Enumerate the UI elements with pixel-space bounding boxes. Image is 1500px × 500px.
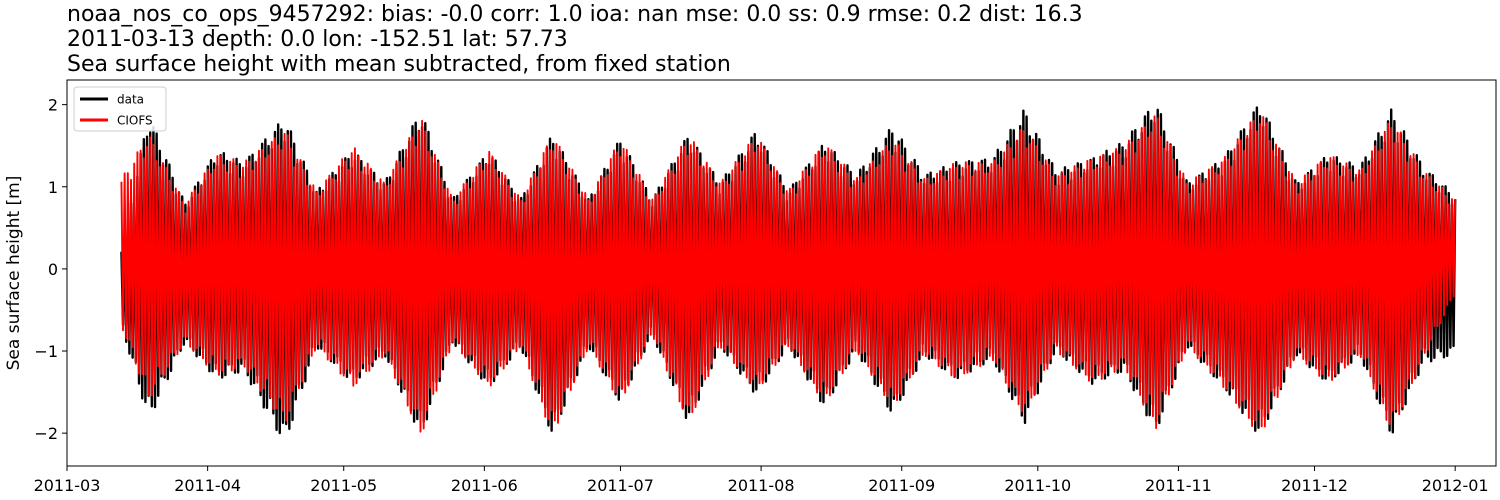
title-line-3: Sea surface height with mean subtracted,…	[67, 52, 731, 77]
x-tick-label: 2011-11	[1145, 476, 1212, 495]
y-tick-label: −2	[34, 424, 58, 443]
y-axis-label: Sea surface height [m]	[4, 176, 24, 371]
title-line-2: 2011-03-13 depth: 0.0 lon: -152.51 lat: …	[67, 27, 568, 52]
x-tick-label: 2011-04	[174, 476, 241, 495]
series-layer	[120, 106, 1457, 435]
title-line-1: noaa_nos_co_ops_9457292: bias: -0.0 corr…	[67, 2, 1083, 27]
axes-frame	[66, 79, 1497, 467]
x-tick-label: 2011-06	[451, 476, 518, 495]
x-tick-label: 2011-12	[1281, 476, 1348, 495]
x-tick-label: 2011-09	[868, 476, 935, 495]
chart-title: noaa_nos_co_ops_9457292: bias: -0.0 corr…	[67, 2, 1083, 77]
y-tick-label: 0	[48, 260, 58, 279]
x-tick-label: 2011-03	[34, 476, 101, 495]
legend-label-ciofs: CIOFS	[117, 114, 153, 128]
x-tick-label: 2011-05	[310, 476, 377, 495]
x-tick-label: 2011-07	[587, 476, 654, 495]
series-line-ciofs	[120, 115, 1457, 433]
legend-label-data: data	[117, 93, 144, 107]
x-tick-label: 2011-08	[728, 476, 795, 495]
x-tick-label: 2012-01	[1422, 476, 1489, 495]
legend: data CIOFS	[73, 86, 167, 132]
y-tick-label: −1	[34, 342, 58, 361]
x-axis: 2011-03 2011-04 2011-05 2011-06 2011-07 2011-…	[34, 466, 1489, 495]
y-tick-label: 2	[48, 96, 58, 115]
y-tick-label: 1	[48, 178, 58, 197]
x-tick-label: 2011-10	[1004, 476, 1071, 495]
y-axis: −2 −1 0 1 2	[34, 96, 67, 443]
